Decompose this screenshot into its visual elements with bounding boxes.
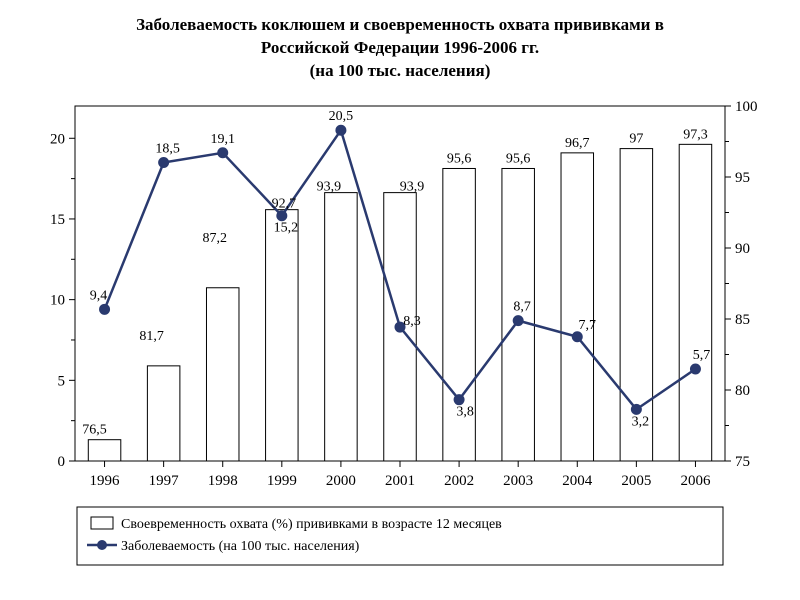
- line-marker: [100, 304, 110, 314]
- chart-title: Заболеваемость коклюшем и своевременност…: [0, 0, 800, 91]
- bar: [561, 153, 594, 461]
- bar-value-label: 92,7: [272, 196, 297, 211]
- bar-value-label: 76,5: [82, 423, 107, 438]
- bar: [147, 366, 180, 461]
- line-marker: [454, 394, 464, 404]
- left-axis-tick-label: 20: [50, 131, 65, 147]
- category-label: 1996: [90, 473, 121, 489]
- bar-value-label: 97: [629, 131, 643, 146]
- left-axis-tick-label: 5: [58, 373, 66, 389]
- bar-value-label: 97,3: [683, 127, 708, 142]
- line-value-label: 7,7: [579, 318, 597, 333]
- bar-value-label: 93,9: [400, 179, 425, 194]
- bar-value-label: 96,7: [565, 136, 590, 151]
- bar-value-label: 95,6: [447, 151, 472, 166]
- line-marker: [513, 315, 523, 325]
- right-axis-tick-label: 100: [735, 99, 758, 115]
- line-value-label: 20,5: [329, 109, 354, 124]
- line-value-label: 19,1: [210, 132, 235, 147]
- category-label: 1997: [149, 473, 180, 489]
- right-axis-tick-label: 80: [735, 383, 750, 399]
- left-axis-tick-label: 10: [50, 292, 65, 308]
- line-marker: [572, 332, 582, 342]
- legend-swatch-line-marker: [97, 540, 107, 550]
- category-label: 2000: [326, 473, 356, 489]
- line-value-label: 15,2: [274, 221, 299, 236]
- bar-value-label: 87,2: [202, 231, 227, 246]
- legend-swatch-bars: [91, 517, 113, 529]
- category-label: 1999: [267, 473, 297, 489]
- line-marker: [690, 364, 700, 374]
- right-axis-tick-label: 95: [735, 170, 750, 186]
- category-label: 2001: [385, 473, 415, 489]
- left-axis-tick-label: 0: [58, 454, 66, 470]
- line-marker: [631, 404, 641, 414]
- bar-value-label: 93,9: [317, 179, 342, 194]
- line-value-label: 8,7: [513, 299, 531, 314]
- bar: [88, 440, 121, 461]
- right-axis-tick-label: 85: [735, 312, 750, 328]
- bar: [266, 209, 299, 460]
- line-value-label: 3,8: [456, 404, 474, 419]
- bar-value-label: 95,6: [506, 151, 531, 166]
- right-axis-tick-label: 90: [735, 241, 750, 257]
- bar: [679, 144, 712, 461]
- bar: [325, 192, 358, 460]
- category-label: 2002: [444, 473, 474, 489]
- line-marker: [336, 125, 346, 135]
- line-marker: [277, 211, 287, 221]
- category-label: 1998: [208, 473, 238, 489]
- line-value-label: 3,2: [632, 414, 650, 429]
- legend-label-bars: Своевременность охвата (%) прививками в …: [121, 517, 502, 532]
- category-label: 2003: [503, 473, 533, 489]
- line-value-label: 9,4: [90, 288, 108, 303]
- left-axis-tick-label: 15: [50, 212, 65, 228]
- line-value-label: 8,3: [403, 314, 421, 329]
- line-value-label: 18,5: [155, 141, 180, 156]
- chart-container: 0 5 10 15 20 75 80 85 90 95 100 1996 1997 1998 1999 200…: [20, 91, 780, 591]
- category-label: 2005: [621, 473, 651, 489]
- bar: [206, 288, 239, 461]
- bar-value-label: 81,7: [139, 329, 164, 344]
- category-label: 2004: [562, 473, 593, 489]
- line-marker: [218, 148, 228, 158]
- right-axis-tick-label: 75: [735, 454, 750, 470]
- legend-label-line: Заболеваемость (на 100 тыс. населения): [121, 539, 360, 554]
- bar: [502, 168, 535, 461]
- dual-axis-chart: 0 5 10 15 20 75 80 85 90 95 100 1996 1997 1998 1999 200…: [20, 91, 780, 591]
- legend-box: [77, 507, 723, 565]
- line-marker: [159, 157, 169, 167]
- line-value-label: 5,7: [693, 348, 711, 363]
- category-label: 2006: [680, 473, 711, 489]
